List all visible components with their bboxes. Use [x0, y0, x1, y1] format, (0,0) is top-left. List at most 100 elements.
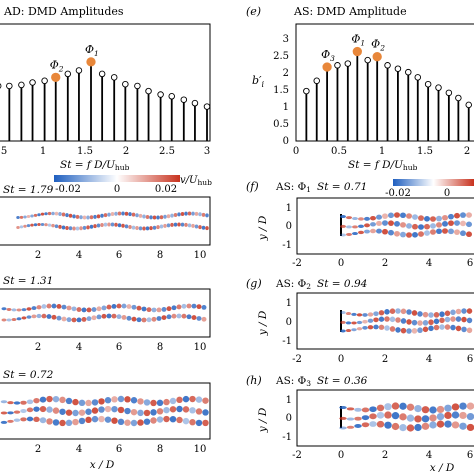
flow-structure [171, 313, 177, 319]
as-field-xtick: 6 [467, 354, 473, 365]
flow-structure [58, 212, 62, 217]
as-x-axis-label: x / D [430, 462, 455, 474]
as-field-yticks-1: 1 0 -1 [282, 203, 292, 251]
flow-structure [186, 314, 192, 320]
flow-structure [1, 318, 7, 322]
flow-structure [448, 228, 454, 235]
stem-marker [445, 89, 453, 97]
flow-structure [171, 305, 177, 311]
flow-structure [72, 409, 79, 417]
panel-letter-f: (f) [246, 180, 259, 193]
ad-field-pattern [0, 395, 209, 427]
highlighted-mode-marker [352, 46, 362, 57]
flow-structure [442, 228, 448, 234]
flow-structure [384, 421, 392, 429]
flow-structure [194, 211, 199, 216]
flow-structure [436, 412, 445, 421]
stem-marker [157, 91, 164, 98]
as-ytick-label: 2.5 [273, 51, 289, 62]
as-field-ytick: 0 [286, 317, 292, 328]
flow-structure [40, 223, 45, 227]
flow-structure [86, 307, 92, 313]
as-amplitude-frame [295, 23, 474, 142]
flow-structure [72, 226, 76, 231]
stem-marker [122, 80, 129, 88]
flow-structure [78, 399, 86, 407]
flow-structure [65, 225, 69, 230]
stem-marker [384, 62, 391, 69]
flow-structure [137, 409, 144, 417]
flow-structure [58, 224, 62, 229]
flow-structure [56, 315, 62, 321]
as-field-xtick: 2 [382, 450, 388, 461]
flow-structure [124, 211, 129, 216]
flow-structure [54, 224, 59, 229]
flow-structure [111, 313, 117, 319]
flow-structure [7, 419, 14, 423]
as-field-ytick: -1 [282, 432, 292, 443]
flow-structure [384, 316, 390, 322]
flow-structure [421, 406, 430, 414]
flow-structure [364, 216, 370, 221]
as-xtick-label: 1.5 [417, 146, 433, 157]
as-ytick-label: 3 [283, 34, 289, 45]
ad-field-1: St = 1.79 [0, 184, 211, 246]
flow-structure [352, 217, 358, 221]
stem-marker [465, 101, 472, 109]
flow-structure [361, 407, 370, 413]
flow-structure [436, 405, 445, 414]
flow-structure [459, 411, 467, 420]
ad-colorbar: -0.02 0 0.02 v/Uhub [54, 175, 212, 195]
as-field-xticks-3: -2 0 2 4 6 [292, 450, 473, 461]
flow-structure [114, 211, 118, 216]
flow-structure [376, 411, 385, 419]
flow-structure [98, 406, 105, 413]
flow-structure [406, 223, 412, 229]
as-field-xtick: 0 [338, 450, 344, 461]
flow-structure [367, 312, 374, 317]
flow-structure [26, 224, 31, 228]
flow-structure [159, 215, 164, 220]
as-field-ytick: 1 [286, 203, 292, 214]
flow-structure [194, 224, 199, 229]
flow-structure [21, 308, 27, 312]
as-field-pattern [340, 212, 472, 238]
flow-structure [400, 231, 406, 238]
flow-structure [358, 224, 364, 229]
ad-field-xticks-3: 2 4 6 8 10 [35, 444, 207, 455]
flow-structure [150, 409, 157, 416]
flow-structure [182, 395, 190, 403]
flow-structure [111, 396, 118, 403]
flow-structure [444, 316, 451, 323]
flow-structure [362, 319, 368, 324]
flow-structure [176, 304, 182, 310]
flow-structure [382, 228, 388, 235]
flow-structure [86, 316, 92, 322]
ad-field-xtick: 10 [194, 250, 207, 261]
flow-structure [201, 316, 207, 322]
flow-structure [373, 324, 379, 330]
flow-structure [430, 216, 436, 222]
flow-structure [428, 312, 434, 318]
as-field-xticks-1: -2 0 2 4 6 [292, 258, 473, 269]
flow-structure [430, 223, 436, 229]
stem-marker [313, 77, 320, 85]
as-field-xtick: 0 [338, 258, 344, 269]
flow-structure [100, 223, 104, 228]
flow-structure [406, 309, 412, 315]
flow-structure [61, 212, 66, 217]
flow-structure [356, 327, 363, 331]
flow-structure [406, 414, 415, 422]
flow-structure [121, 223, 125, 228]
flow-structure [20, 417, 27, 422]
flow-structure [395, 308, 401, 314]
ad-field-xtick: 6 [116, 342, 122, 353]
ad-field-xtick: 2 [35, 444, 41, 455]
stem-marker [64, 70, 72, 78]
flow-structure [454, 212, 460, 219]
flow-structure [189, 395, 196, 403]
flow-structure [75, 226, 80, 231]
stem-marker [344, 60, 352, 67]
as-field-ytick: 1 [286, 298, 292, 309]
flow-structure [91, 315, 97, 321]
